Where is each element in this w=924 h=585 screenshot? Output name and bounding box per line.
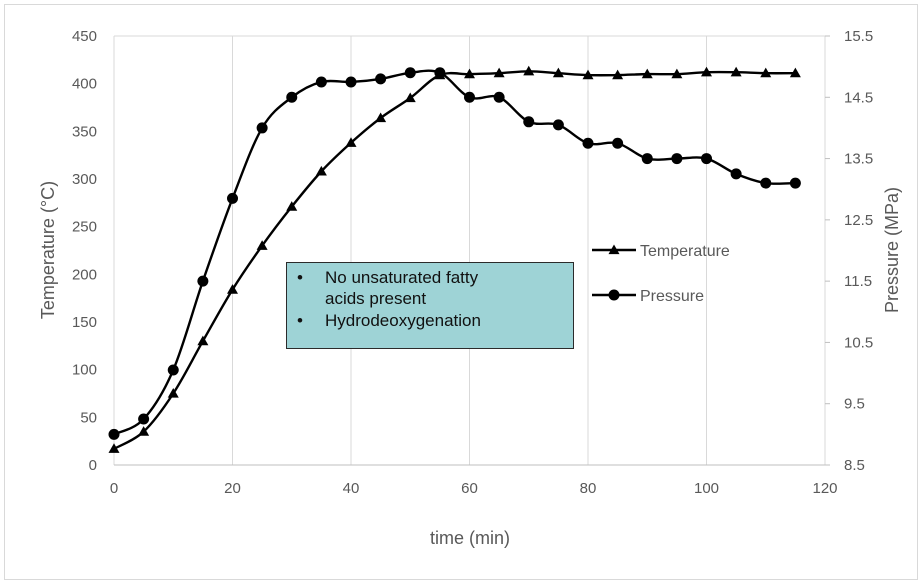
y2-tick-label: 9.5 [844, 396, 865, 413]
axes [114, 35, 830, 466]
x-tick-label: 0 [110, 480, 118, 497]
temperature-point [375, 112, 387, 123]
pressure-point [227, 192, 238, 204]
temperature-point [582, 69, 594, 80]
x-axis-title: time (min) [430, 528, 510, 548]
series-line-temperature [113, 70, 796, 450]
pressure-point [138, 413, 150, 425]
x-tick-label: 100 [694, 480, 719, 497]
series-layer [108, 65, 801, 453]
y2-tick-label: 14.5 [844, 89, 873, 106]
pressure-point [582, 137, 594, 149]
y2-tick-label: 15.5 [844, 28, 873, 45]
y2-tick-label: 8.5 [844, 457, 865, 474]
x-tick-label: 20 [224, 480, 241, 497]
pressure-point [345, 76, 357, 88]
legend: Temperature Pressure [592, 243, 730, 305]
temperature-point [701, 66, 712, 77]
legend-marker-pressure [608, 289, 620, 301]
pressure-point [256, 122, 268, 134]
pressure-point [789, 177, 801, 189]
annotation-box: No unsaturated fatty acids present Hydro… [286, 262, 574, 349]
pressure-point [315, 76, 327, 88]
x-tick-label: 120 [812, 480, 837, 497]
temperature-point [641, 68, 653, 79]
y-tick-label: 400 [72, 76, 97, 93]
y-tick-label: 300 [72, 171, 97, 188]
pressure-point [612, 137, 624, 149]
y2-tick-label: 12.5 [844, 212, 873, 229]
temperature-point [404, 92, 416, 103]
temperature-point [493, 67, 505, 78]
y-tick-label: 350 [72, 123, 97, 140]
temperature-point [789, 67, 801, 78]
temperature-point [552, 67, 564, 78]
annotation-list: No unsaturated fatty acids present Hydro… [295, 267, 565, 331]
pressure-point [197, 275, 209, 287]
y2-tick-label: 10.5 [844, 334, 873, 351]
annotation-item-hdo: Hydrodeoxygenation [295, 310, 565, 331]
annotation-line-2: acids present [325, 289, 427, 308]
temperature-point [315, 165, 327, 176]
pressure-point [523, 116, 535, 128]
temperature-point [108, 443, 120, 453]
y2-axis-title: Pressure (MPa) [882, 187, 902, 313]
annotation-item-unsaturated: No unsaturated fatty acids present [295, 267, 565, 309]
tick-labels: 0 20 40 60 80 100 120 0 50 100 150 200 250 300 350 400 4… [72, 28, 873, 497]
x-tick-label: 40 [343, 480, 360, 497]
x-tick-label: 60 [461, 480, 478, 497]
legend-marker-temperature [608, 244, 620, 255]
annotation-line-1: No unsaturated fatty [325, 268, 479, 287]
pressure-point [108, 428, 120, 440]
temperature-point [760, 67, 772, 78]
pressure-point [671, 153, 683, 165]
pressure-point [701, 153, 712, 165]
temperature-point [730, 66, 742, 77]
temperature-point [345, 137, 357, 147]
y-tick-label: 450 [72, 28, 97, 45]
y-tick-label: 200 [72, 266, 97, 283]
pressure-point [730, 168, 742, 180]
temperature-point [523, 65, 535, 76]
temperature-point [167, 388, 179, 398]
pressure-point [286, 91, 298, 103]
y-tick-label: 150 [72, 314, 97, 331]
temperature-point [138, 426, 150, 436]
y-tick-label: 50 [80, 409, 97, 426]
y-tick-label: 0 [89, 457, 97, 474]
pressure-point [375, 73, 387, 85]
legend-label-pressure: Pressure [640, 288, 704, 305]
pressure-point [404, 67, 416, 79]
pressure-point [760, 177, 772, 189]
annotation-line-3: Hydrodeoxygenation [325, 311, 481, 330]
pressure-point [434, 67, 446, 79]
temperature-point [612, 69, 624, 80]
temperature-point [286, 201, 298, 211]
pressure-point [493, 91, 505, 103]
y-tick-label: 100 [72, 362, 97, 379]
temperature-point [227, 284, 238, 294]
temperature-point [464, 68, 475, 79]
pressure-point [167, 364, 179, 376]
temperature-point [671, 68, 683, 79]
x-tick-label: 80 [580, 480, 597, 497]
y-axis-title: Temperature (°C) [38, 181, 58, 319]
gridlines [113, 35, 826, 465]
pressure-point [464, 91, 475, 103]
y2-tick-label: 13.5 [844, 151, 873, 168]
pressure-point [641, 153, 653, 165]
temperature-point [197, 335, 209, 346]
y2-tick-label: 11.5 [844, 273, 872, 290]
temperature-point [256, 240, 268, 250]
pressure-point [552, 119, 564, 131]
y-tick-label: 250 [72, 219, 97, 236]
legend-label-temperature: Temperature [640, 243, 730, 260]
